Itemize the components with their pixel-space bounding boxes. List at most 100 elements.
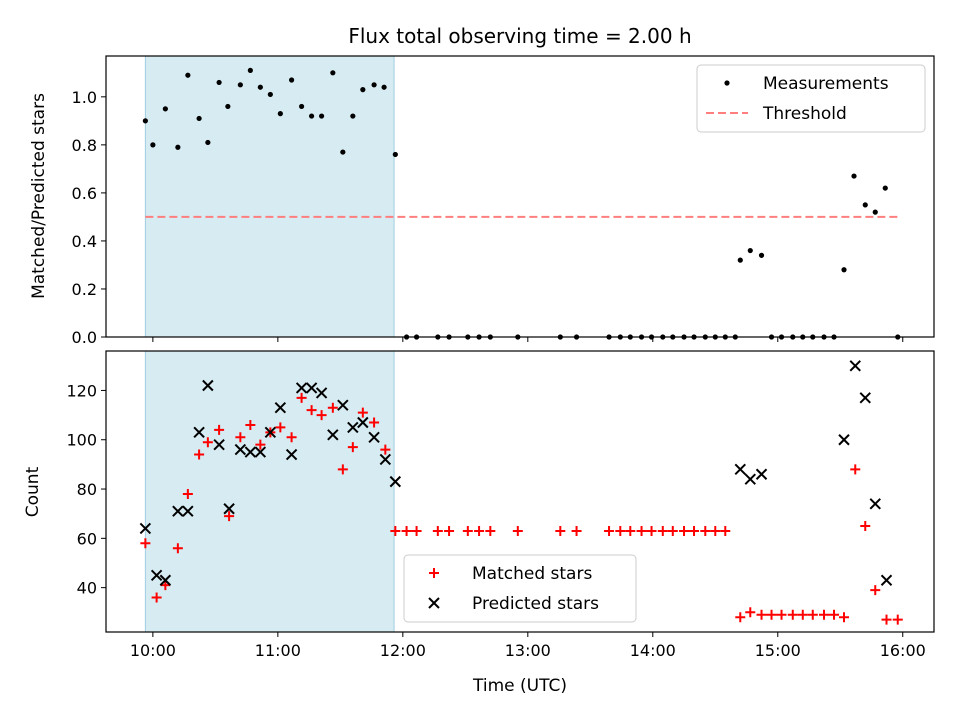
predicted-stars-point xyxy=(223,503,235,515)
measurement-point xyxy=(381,84,387,90)
y-tick-label: 120 xyxy=(66,381,97,400)
measurement-point xyxy=(150,142,156,148)
x-axis-label: Time (UTC) xyxy=(472,676,567,696)
matched-stars-point xyxy=(411,525,422,536)
matched-stars-point xyxy=(390,525,401,536)
legend-matched-marker xyxy=(429,568,439,578)
axes-frame xyxy=(105,350,935,633)
y-tick-label: 40 xyxy=(77,579,97,598)
matched-stars-point xyxy=(140,538,151,549)
predicted-stars-point xyxy=(254,446,267,458)
predicted-stars-point xyxy=(327,429,339,441)
matched-stars-point xyxy=(700,525,711,536)
measurement-point xyxy=(288,77,295,83)
matched-stars-point xyxy=(787,609,798,620)
measurement-point xyxy=(841,267,847,273)
predicted-stars-point xyxy=(139,522,152,535)
y-tick-label: 0.6 xyxy=(72,184,97,203)
measurement-point xyxy=(737,257,743,263)
legend-measurement-marker xyxy=(724,80,730,86)
matched-stars-point xyxy=(444,525,455,536)
x-tick-label: 13:00 xyxy=(505,641,551,660)
predicted-stars-point xyxy=(285,448,298,461)
matched-stars-point xyxy=(735,612,746,623)
predicted-stars-point xyxy=(202,379,214,392)
predicted-stars-point xyxy=(150,569,163,582)
predicted-stars-point xyxy=(305,382,318,394)
matched-stars-point xyxy=(357,407,368,418)
matched-stars-point xyxy=(604,525,615,536)
measurement-point xyxy=(371,82,377,88)
matched-stars-point xyxy=(881,614,892,625)
matched-stars-point xyxy=(819,609,830,620)
matched-stars-point xyxy=(316,410,327,421)
chart-title: Flux total observing time = 2.00 h xyxy=(348,24,691,48)
matched-stars-point xyxy=(870,585,881,596)
predicted-stars-point xyxy=(193,426,205,439)
matched-stars-point xyxy=(850,464,861,475)
matched-stars-point xyxy=(615,525,626,536)
y-tick-label: 1.0 xyxy=(72,88,97,107)
bottom-legend: Matched stars Predicted stars xyxy=(403,554,637,623)
matched-stars-point xyxy=(636,525,647,536)
matched-stars-point xyxy=(306,405,317,416)
y-tick-label: 0.8 xyxy=(72,136,97,155)
measurement-point xyxy=(758,252,765,258)
measurement-point xyxy=(340,149,346,155)
bottom-panel: 10:00 11:00 12:00 13:00 14:00 15:00 16:00 40 60 8… xyxy=(66,350,935,660)
x-tick-label: 11:00 xyxy=(255,641,301,660)
y-tick-label: 80 xyxy=(77,480,97,499)
predicted-stars-point xyxy=(869,498,881,510)
predicted-stars-point xyxy=(880,574,893,586)
matched-stars-point xyxy=(255,439,266,450)
measurement-point xyxy=(247,67,253,74)
predicted-stars-point xyxy=(264,426,277,439)
matched-stars-point xyxy=(172,543,183,554)
matched-stars-point xyxy=(839,612,850,623)
matched-stars-point xyxy=(182,488,193,499)
matched-stars-point xyxy=(776,609,787,620)
measurement-point xyxy=(216,79,222,86)
matched-stars-point xyxy=(756,609,767,620)
matched-stars-point xyxy=(710,525,721,536)
legend-matched-label: Matched stars xyxy=(472,564,592,584)
matched-stars-point xyxy=(646,525,657,536)
x-tick-label: 15:00 xyxy=(755,641,801,660)
measurement-point xyxy=(298,103,305,110)
matched-stars-point xyxy=(860,521,871,532)
x-tick-label: 12:00 xyxy=(380,641,426,660)
predicted-stars-point xyxy=(838,434,850,446)
measurement-point xyxy=(225,103,231,110)
top-y-axis-label: Matched/Predicted stars xyxy=(29,93,49,299)
predicted-stars-point xyxy=(337,399,349,411)
bottom-y-axis-label: Count xyxy=(23,466,43,517)
y-tick-label: 0.0 xyxy=(72,328,97,347)
observing-window-shade xyxy=(144,55,395,338)
matched-stars-point xyxy=(327,402,338,413)
measurement-point xyxy=(350,113,356,119)
matched-stars-point xyxy=(555,525,566,536)
matched-stars-point xyxy=(337,464,348,475)
measurement-point xyxy=(277,111,283,117)
legend-box xyxy=(696,64,926,133)
matched-stars-point xyxy=(462,525,473,536)
measurement-point xyxy=(185,72,191,78)
predicted-stars-point xyxy=(755,468,768,480)
matched-stars-point xyxy=(679,525,690,536)
predicted-stars-point xyxy=(347,421,359,434)
measurement-point xyxy=(747,247,753,254)
measurement-point xyxy=(851,173,857,179)
y-tick-label: 100 xyxy=(66,431,97,450)
matched-stars-point xyxy=(286,432,297,443)
matched-stars-point xyxy=(745,607,756,618)
predicted-stars-point xyxy=(859,392,871,404)
predicted-stars-point xyxy=(315,387,328,399)
measurement-point xyxy=(360,87,366,93)
matched-stars-point xyxy=(720,525,731,536)
predicted-stars-point xyxy=(379,453,392,466)
matched-stars-point xyxy=(275,422,286,433)
matched-stars-point xyxy=(380,444,391,455)
matched-stars-point xyxy=(571,525,582,536)
predicted-stars-point xyxy=(182,505,194,517)
x-tick-label: 16:00 xyxy=(880,641,926,660)
